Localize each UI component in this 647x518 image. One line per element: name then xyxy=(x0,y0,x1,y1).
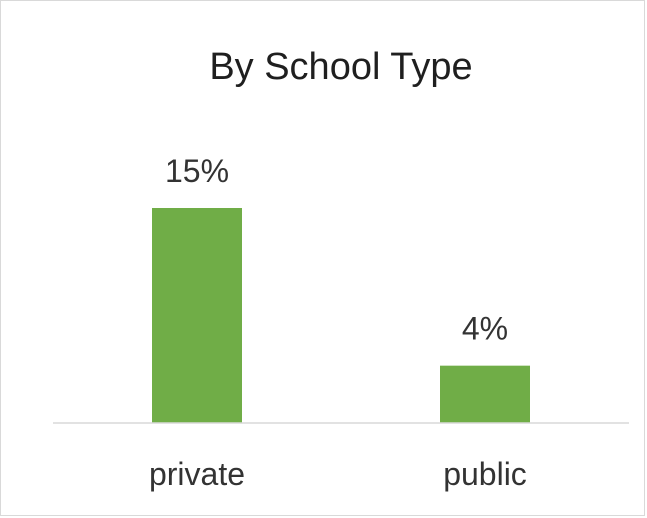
bar-private xyxy=(152,208,242,423)
data-label-private: 15% xyxy=(165,153,229,189)
category-label-private: private xyxy=(149,456,245,492)
bars-group xyxy=(152,208,530,423)
chart-title: By School Type xyxy=(209,46,472,88)
category-label-public: public xyxy=(443,456,527,492)
labels-group: 15% private 4% public xyxy=(149,153,527,492)
data-label-public: 4% xyxy=(462,311,508,347)
bar-public xyxy=(440,365,530,423)
